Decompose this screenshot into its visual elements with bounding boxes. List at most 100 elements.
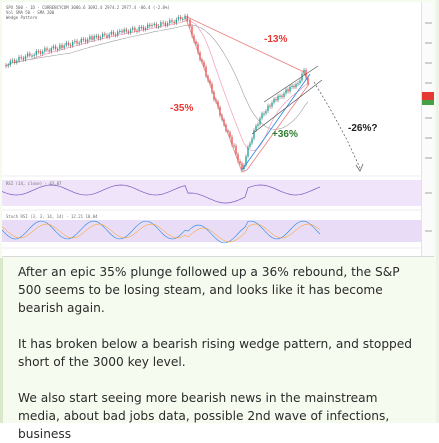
candle-body xyxy=(50,48,52,52)
candle-body xyxy=(295,84,297,88)
candle-body xyxy=(48,50,50,52)
candle-body xyxy=(76,40,78,44)
candle-body xyxy=(233,144,235,147)
chart-symbol-line: SPX 500 · 1D · CURRENCYCOM 3086.6 3092.4… xyxy=(6,5,170,10)
candle-body xyxy=(89,36,91,40)
candle-body xyxy=(59,44,61,49)
axis-tick xyxy=(425,230,432,232)
candle-body xyxy=(151,24,153,27)
candle-body xyxy=(227,130,229,133)
wedge-upper-line xyxy=(263,65,319,103)
candle-body xyxy=(125,29,127,32)
candle-body xyxy=(249,143,251,147)
candle-body xyxy=(259,118,261,125)
candle-body xyxy=(104,33,106,36)
candle-body xyxy=(182,18,184,20)
candle-body xyxy=(257,124,259,126)
candle-body xyxy=(253,130,255,139)
candle-body xyxy=(5,65,7,67)
candle-body xyxy=(291,85,293,87)
candle-body xyxy=(201,59,203,63)
candle-body xyxy=(177,16,180,20)
annotation-minus-13: -13% xyxy=(264,34,287,45)
chart-study-line: Wedge Pattern xyxy=(6,15,38,20)
candle-body xyxy=(127,31,130,33)
candle-body xyxy=(169,20,171,24)
candle-body xyxy=(255,125,257,131)
chart-indicators-line: Vol SMA 50 · SMA 200 xyxy=(6,10,55,15)
article-body: After an epic 35% plunge followed up a 3… xyxy=(0,258,436,441)
rsi-line xyxy=(2,184,321,204)
stoch-k-line xyxy=(2,220,321,244)
candle-body xyxy=(112,31,115,35)
candle-body xyxy=(160,22,162,27)
candle-body xyxy=(144,28,147,30)
rebound-trend-line xyxy=(241,73,311,171)
candle-body xyxy=(26,53,29,57)
candle-body xyxy=(102,33,104,38)
candle-body xyxy=(80,38,82,43)
candle-body xyxy=(261,113,263,119)
candle-body xyxy=(72,42,74,46)
candle-body xyxy=(195,41,197,45)
candle-body xyxy=(189,19,191,27)
candle-body xyxy=(271,102,273,107)
article-paragraph-3: We also start seeing more bearish news i… xyxy=(18,391,390,441)
candle-body xyxy=(193,35,195,42)
candle-body xyxy=(173,21,175,24)
rsi-label: RSI (14, close) · 43.87 xyxy=(6,181,62,186)
candle-body xyxy=(217,101,219,108)
tradingview-chart[interactable]: SPX 500 · 1D · CURRENCYCOM 3086.6 3092.4… xyxy=(2,2,434,257)
article-paragraph-2: It has broken below a bearish rising wed… xyxy=(18,337,413,369)
candle-body xyxy=(57,48,59,51)
candle-body xyxy=(293,85,295,88)
candle-body xyxy=(13,60,16,63)
axis-tick xyxy=(425,82,432,84)
candle-body xyxy=(239,161,241,164)
candle-body xyxy=(82,38,85,41)
candle-body xyxy=(299,80,301,84)
candle-body xyxy=(31,55,33,57)
annotation-plus-36: +36% xyxy=(272,129,298,140)
candle-body xyxy=(108,34,110,38)
projection-dotted-line xyxy=(313,81,361,169)
page-scrollbar[interactable] xyxy=(436,0,439,423)
candle-body xyxy=(211,83,213,93)
candle-body xyxy=(29,53,31,56)
candle-body xyxy=(209,80,211,84)
candle-body xyxy=(153,23,155,26)
candle-body xyxy=(279,95,281,97)
candle-body xyxy=(237,154,239,162)
candle-body xyxy=(91,36,93,40)
candle-body xyxy=(179,16,182,20)
candle-body xyxy=(97,35,100,39)
candle-body xyxy=(269,105,271,107)
candle-body xyxy=(287,89,289,92)
axis-tick xyxy=(425,137,432,139)
candle-body xyxy=(114,34,117,36)
candle-body xyxy=(110,31,112,35)
stoch-pane-band xyxy=(2,220,422,242)
candle-body xyxy=(7,64,9,67)
candle-body xyxy=(24,56,27,60)
candle-body xyxy=(74,40,76,43)
annotation-projection: -26%? xyxy=(348,123,377,134)
candle-body xyxy=(277,96,279,101)
candle-body xyxy=(205,66,207,77)
candle-body xyxy=(121,30,123,33)
candle-body xyxy=(140,26,142,29)
axis-tick xyxy=(425,62,432,64)
candle-body xyxy=(281,95,283,97)
candle-body xyxy=(119,30,121,33)
candle-body xyxy=(42,51,44,54)
price-axis[interactable] xyxy=(421,2,434,256)
candle-body xyxy=(69,44,72,47)
drop-outline-line xyxy=(184,15,310,173)
candle-body xyxy=(106,35,108,38)
candle-body xyxy=(166,23,169,26)
candle-body xyxy=(11,60,14,62)
candle-body xyxy=(117,31,119,36)
candle-body xyxy=(235,145,237,155)
candle-body xyxy=(297,83,299,85)
